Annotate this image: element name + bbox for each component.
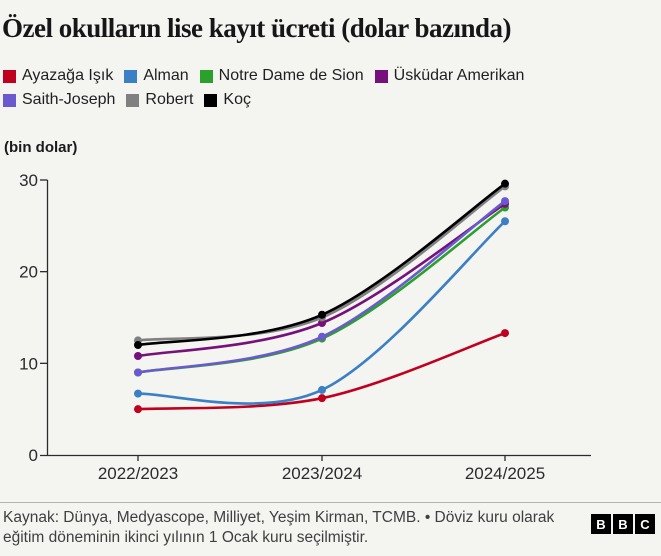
legend-swatch-icon	[3, 69, 16, 83]
data-point-ayaza-a-i-k	[501, 329, 509, 338]
y-tick-label: 20	[19, 263, 38, 282]
legend-item: Koç	[204, 91, 251, 109]
data-point-ayaza-a-i-k	[134, 405, 142, 414]
y-axis-unit-label: (bin dolar)	[4, 139, 78, 156]
bbc-logo-letter: B	[591, 514, 611, 534]
data-point-ko-	[318, 310, 326, 319]
legend-item: Alman	[124, 67, 189, 85]
legend-label: Ayazağa Işık	[22, 67, 114, 84]
x-tick-label: 2023/2024	[282, 464, 362, 483]
source-text: Kaynak: Dünya, Medyascope, Milliyet, Yeş…	[3, 509, 555, 546]
data-point-saith-joseph	[134, 368, 142, 377]
legend-label: Robert	[145, 91, 194, 108]
data-point--sk-dar-amerikan	[318, 319, 326, 327]
x-tick-label: 2022/2023	[98, 464, 178, 483]
x-tick-label: 2024/2025	[465, 464, 545, 483]
legend-row-1: Ayazağa Işık Alman Notre Dame de Sion Üsküd…	[3, 64, 535, 88]
legend-swatch-icon	[126, 93, 140, 107]
legend-item: Notre Dame de Sion	[199, 67, 364, 85]
legend-swatch-icon	[124, 69, 138, 83]
data-point-ayaza-a-i-k	[318, 394, 326, 403]
data-point-ko-	[501, 179, 509, 188]
legend: Ayazağa Işık Alman Notre Dame de Sion Üsküd…	[3, 64, 535, 112]
data-point-alman	[318, 385, 326, 394]
legend-label: Saith-Joseph	[22, 91, 116, 108]
legend-swatch-icon	[199, 69, 213, 83]
data-point--sk-dar-amerikan	[134, 352, 142, 360]
legend-swatch-icon	[204, 93, 218, 107]
legend-item: Robert	[126, 91, 193, 109]
y-tick-label: 0	[29, 446, 38, 465]
bbc-logo-letter: B	[613, 514, 633, 534]
data-point-alman	[501, 217, 509, 226]
legend-row-2: Saith-Joseph Robert Koç	[3, 88, 535, 112]
legend-swatch-icon	[374, 69, 388, 83]
data-point-saith-joseph	[501, 197, 509, 206]
footer-divider	[0, 502, 661, 503]
legend-label: Alman	[143, 67, 189, 84]
legend-item: Saith-Joseph	[3, 91, 115, 109]
data-point-alman	[134, 389, 142, 398]
legend-label: Notre Dame de Sion	[218, 67, 364, 84]
legend-item: Üsküdar Amerikan	[374, 67, 525, 85]
y-tick-label: 30	[19, 171, 38, 190]
page-title: Özel okulların lise kayıt ücreti (dolar …	[2, 13, 512, 43]
legend-item: Ayazağa Işık	[3, 67, 113, 85]
data-point-ko-	[134, 341, 142, 349]
legend-label: Üsküdar Amerikan	[393, 67, 525, 84]
bbc-logo-letter: C	[635, 514, 655, 534]
legend-swatch-icon	[3, 93, 16, 107]
y-tick-label: 10	[19, 354, 38, 373]
series-line-notre-dame-de-sion	[136, 206, 507, 374]
legend-label: Koç	[223, 91, 251, 108]
data-point-saith-joseph	[318, 332, 326, 341]
